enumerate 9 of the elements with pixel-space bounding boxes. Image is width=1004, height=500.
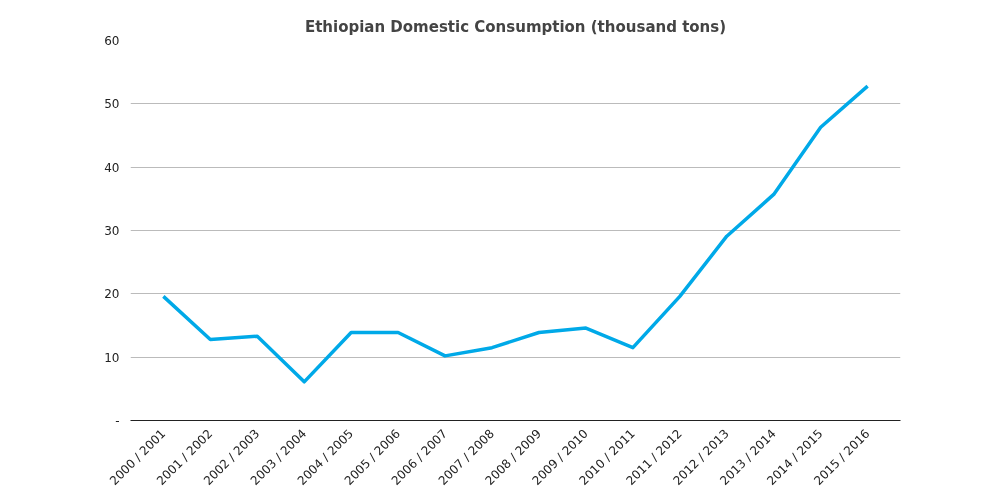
y-tick-label: 30 [104, 224, 120, 238]
chart-title: Ethiopian Domestic Consumption (thousand tons) [304, 17, 727, 36]
y-tick-label: 20 [104, 287, 120, 302]
line-series [161, 84, 870, 384]
y-tick-label: 50 [104, 97, 120, 112]
y-tick-label: 40 [104, 160, 120, 175]
y-tick-label: 10 [104, 350, 120, 365]
y-tick-label: 60 [104, 34, 120, 48]
y-tick-label: - [115, 414, 120, 428]
